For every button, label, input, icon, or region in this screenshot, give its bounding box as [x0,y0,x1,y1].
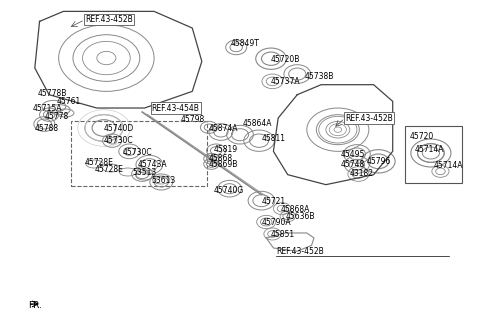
Bar [405,126,462,183]
Text: 53613: 53613 [152,176,176,185]
Text: 45715A: 45715A [33,103,62,113]
Text: 45636B: 45636B [285,212,315,221]
Text: REF.43-452B: REF.43-452B [276,248,324,256]
Text: 45740G: 45740G [214,186,244,195]
Text: 45868A: 45868A [281,205,310,214]
Text: 45720: 45720 [409,132,433,141]
Text: FR.: FR. [28,301,41,310]
Text: 45790A: 45790A [262,218,291,227]
Text: 45714A: 45714A [433,161,463,170]
Text: 45740D: 45740D [104,124,134,132]
Text: 45849T: 45849T [230,39,259,47]
Text: 45851: 45851 [271,230,295,239]
Text: 45743A: 45743A [137,160,167,168]
Text: 45864A: 45864A [242,119,272,128]
Text: 45796: 45796 [366,157,391,166]
Text: 45730C: 45730C [104,136,133,145]
Text: 45761: 45761 [56,97,81,106]
Text: 45819: 45819 [214,145,238,154]
Text: REF.43-452B: REF.43-452B [345,114,393,123]
Text: 45721: 45721 [262,197,286,206]
Text: 45720B: 45720B [271,55,300,64]
Text: REF.43-454B: REF.43-454B [152,103,200,113]
Text: 45778: 45778 [44,112,69,121]
Text: 43182: 43182 [350,169,374,178]
Text: 45778B: 45778B [37,88,67,97]
Text: 53513: 53513 [132,168,157,177]
Text: 45869B: 45869B [209,160,239,169]
Text: 45728E: 45728E [85,158,114,167]
Text: 45798: 45798 [180,115,204,124]
Text: 45728E: 45728E [95,165,123,174]
Bar [71,121,206,186]
Text: 45874A: 45874A [209,124,239,132]
Text: 45788: 45788 [35,124,59,133]
Text: 45737A: 45737A [271,77,300,86]
Text: REF.43-452B: REF.43-452B [85,15,132,24]
Text: 45738B: 45738B [304,72,334,81]
Text: 45748: 45748 [340,160,364,169]
Text: 45730C: 45730C [123,148,153,157]
Text: 45868: 45868 [209,154,233,163]
Text: 45714A: 45714A [414,145,444,154]
Text: 45811: 45811 [262,133,286,142]
Text: 45495: 45495 [340,150,365,159]
